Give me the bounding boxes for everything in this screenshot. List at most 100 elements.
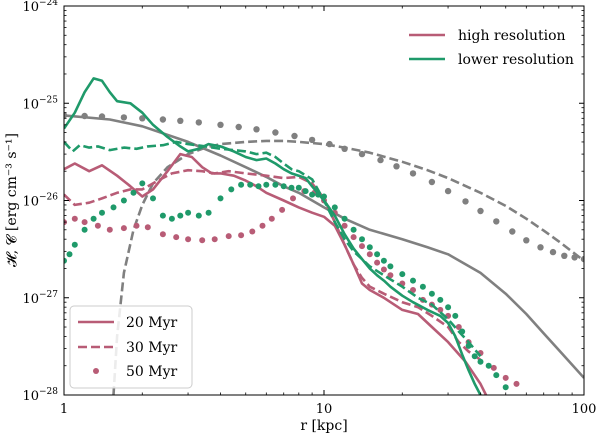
point-lower-50	[64, 257, 67, 264]
point-ref-dotted	[477, 207, 484, 215]
point-high-50	[211, 236, 218, 243]
point-lower-50	[437, 296, 444, 303]
line-high-30	[64, 168, 482, 361]
point-ref-dotted	[253, 126, 260, 133]
point-lower-50	[81, 226, 88, 233]
point-high-50	[341, 222, 348, 229]
point-high-50	[374, 259, 381, 266]
point-ref-dotted	[308, 136, 316, 144]
point-high-50	[133, 222, 140, 229]
point-ref-dotted	[120, 114, 128, 121]
point-high-50	[81, 219, 88, 226]
point-high-50	[410, 287, 416, 293]
point-lower-50	[387, 263, 394, 270]
point-lower-50	[350, 226, 357, 233]
point-lower-50	[71, 241, 78, 248]
point-lower-50	[150, 195, 156, 202]
legend-label-30myr: 30 Myr	[126, 340, 178, 356]
y-tick-label: 10−26	[22, 193, 58, 210]
point-lower-50	[321, 193, 327, 200]
point-ref-dotted	[409, 170, 417, 177]
point-lower-50	[374, 251, 381, 258]
point-ref-dotted	[98, 113, 106, 120]
point-lower-50	[410, 277, 416, 284]
point-ref-dotted	[393, 163, 400, 170]
point-ref-dotted	[341, 145, 348, 152]
point-high-50	[513, 380, 520, 387]
point-lower-50	[217, 195, 224, 202]
line-lower-30	[64, 140, 482, 358]
point-high-50	[380, 266, 387, 273]
point-high-50	[387, 272, 394, 279]
point-lower-50	[288, 184, 295, 191]
point-lower-50	[159, 212, 166, 219]
point-high-50	[437, 306, 444, 313]
point-ref-dotted	[509, 228, 516, 235]
point-lower-50	[263, 181, 270, 188]
point-ref-dotted	[561, 252, 568, 259]
point-lower-50	[185, 209, 192, 216]
point-ref-dotted	[493, 218, 500, 225]
series-ref-dotted	[64, 112, 584, 263]
x-tick-label: 10	[316, 402, 333, 417]
legend-time: 20 Myr 30 Myr 50 Myr	[69, 305, 193, 389]
point-high-50	[268, 215, 275, 222]
legend-label-20myr: 20 Myr	[126, 315, 178, 331]
point-lower-50	[205, 209, 212, 216]
point-lower-50	[331, 204, 338, 211]
point-high-50	[490, 364, 497, 371]
point-high-50	[279, 206, 286, 213]
point-lower-50	[195, 212, 202, 219]
x-tick-label: 100	[572, 402, 597, 417]
point-lower-50	[366, 244, 373, 251]
point-high-50	[144, 224, 151, 231]
point-lower-50	[471, 353, 478, 360]
point-high-50	[225, 233, 232, 240]
y-tick-label: 10−24	[22, 0, 58, 15]
point-lower-50	[485, 362, 492, 369]
point-ref-dotted	[139, 115, 146, 122]
point-lower-50	[341, 215, 348, 222]
point-ref-dotted	[159, 116, 167, 123]
point-ref-dotted	[64, 112, 68, 119]
point-lower-50	[90, 215, 97, 222]
point-high-50	[359, 243, 365, 250]
point-ref-dotted	[358, 150, 366, 158]
legend-label-high: high resolution	[458, 28, 566, 44]
line-ref-dashed	[112, 139, 584, 395]
series-layer	[64, 77, 584, 395]
x-tick-label: 1	[60, 402, 68, 417]
ticks-layer: 1 10 100 10−28 10−27 10−26 10−25 10−24	[22, 0, 596, 417]
series-lower-20	[64, 77, 482, 395]
x-axis-label: r [kpc]	[300, 418, 347, 434]
series-high-20	[64, 152, 488, 395]
point-ref-dotted	[291, 132, 298, 140]
point-lower-50	[130, 189, 137, 196]
point-high-50	[259, 222, 266, 229]
point-ref-dotted	[195, 119, 202, 126]
point-lower-50	[459, 328, 466, 335]
point-high-50	[71, 215, 78, 222]
point-lower-50	[272, 181, 279, 188]
point-high-50	[502, 374, 509, 381]
point-lower-50	[302, 188, 309, 195]
point-lower-50	[428, 290, 435, 297]
point-ref-dotted	[444, 187, 452, 195]
legend-label-50myr: 50 Myr	[126, 364, 178, 380]
series-high-30	[64, 168, 482, 361]
y-axis-label: 𝓗, 𝓒 [erg cm⁻³ s⁻¹]	[4, 133, 20, 267]
series-lower-50	[64, 180, 509, 391]
point-ref-dotted	[177, 117, 184, 125]
point-ref-dotted	[580, 255, 584, 263]
point-high-50	[199, 237, 206, 244]
point-ref-dotted	[428, 178, 436, 186]
point-ref-dotted	[272, 129, 279, 136]
point-ref-dotted	[537, 244, 544, 251]
point-high-50	[173, 234, 180, 241]
point-lower-50	[399, 271, 406, 278]
point-lower-50	[477, 358, 484, 365]
point-lower-50	[66, 251, 73, 258]
point-lower-50	[465, 342, 472, 349]
point-high-50	[185, 236, 192, 243]
point-lower-50	[452, 312, 459, 319]
